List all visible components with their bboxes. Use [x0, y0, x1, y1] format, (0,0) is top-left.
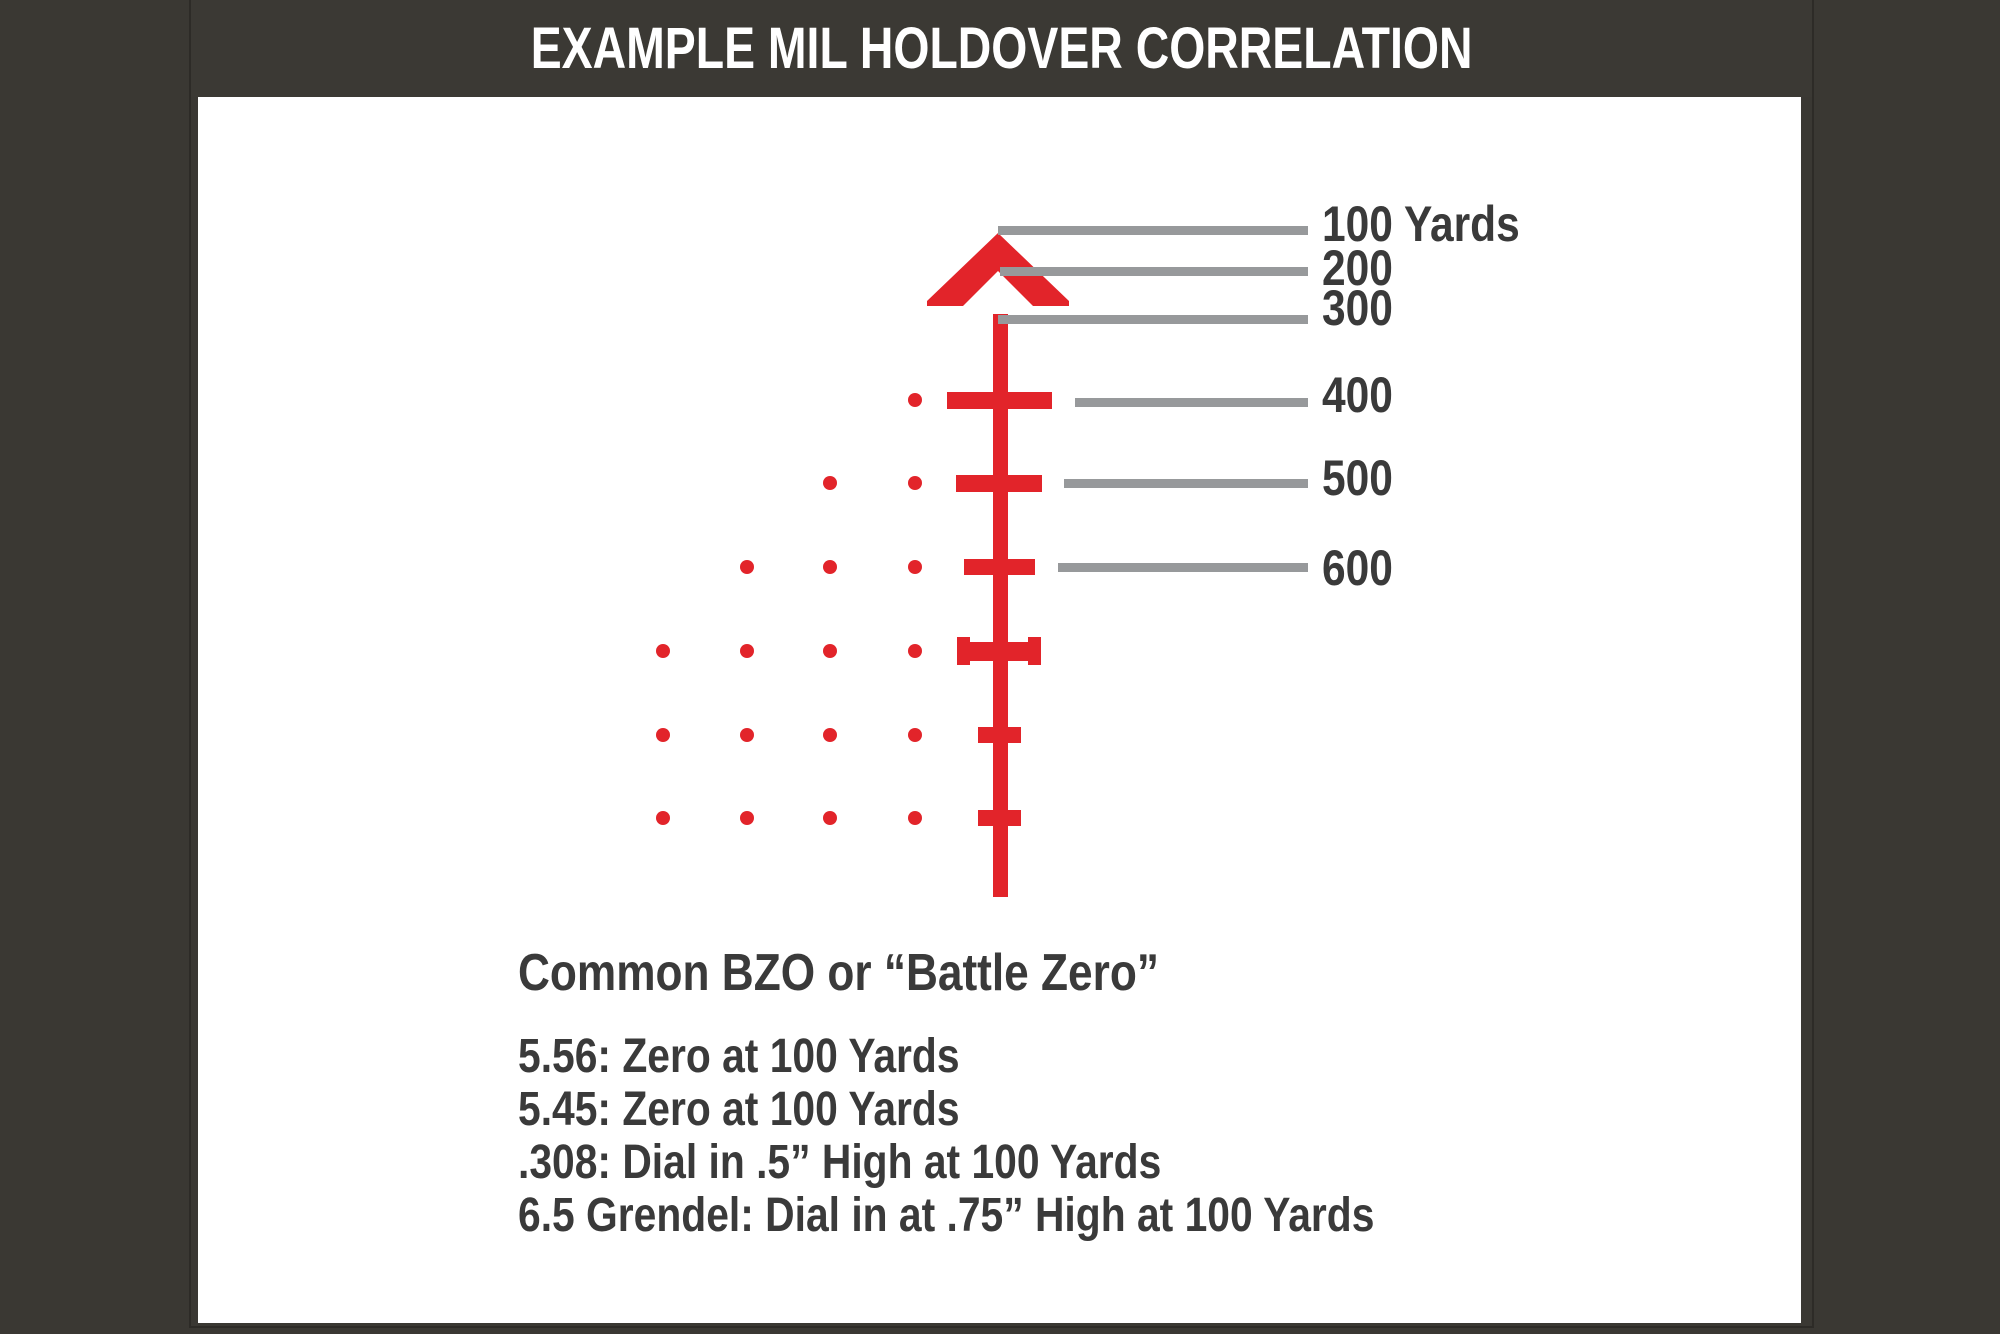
callout-label-200: 200 [1322, 240, 1393, 296]
callout-label-300: 300 [1322, 280, 1393, 336]
frame-seam-bottom [189, 1326, 1814, 1328]
legend-line-grendel: 6.5 Grendel: Dial in at .75” High at 100… [518, 1189, 1375, 1242]
legend-heading: Common BZO or “Battle Zero” [518, 944, 1159, 1002]
callout-label-600: 600 [1322, 540, 1393, 596]
callout-label-500: 500 [1322, 450, 1393, 506]
frame-seam-right [1812, 0, 1814, 1326]
bzo-legend: Common BZO or “Battle Zero” 5.56: Zero a… [518, 946, 1526, 1242]
legend-line-308: .308: Dial in .5” High at 100 Yards [518, 1136, 1162, 1189]
legend-line-545: 5.45: Zero at 100 Yards [518, 1083, 960, 1136]
callout-label-100: 100 Yards [1322, 196, 1520, 252]
frame-seam-left [189, 0, 191, 1326]
title-band: EXAMPLE MIL HOLDOVER CORRELATION [191, 0, 1812, 97]
callout-label-400: 400 [1322, 367, 1393, 423]
page-title: EXAMPLE MIL HOLDOVER CORRELATION [530, 16, 1473, 81]
legend-line-556: 5.56: Zero at 100 Yards [518, 1030, 960, 1083]
